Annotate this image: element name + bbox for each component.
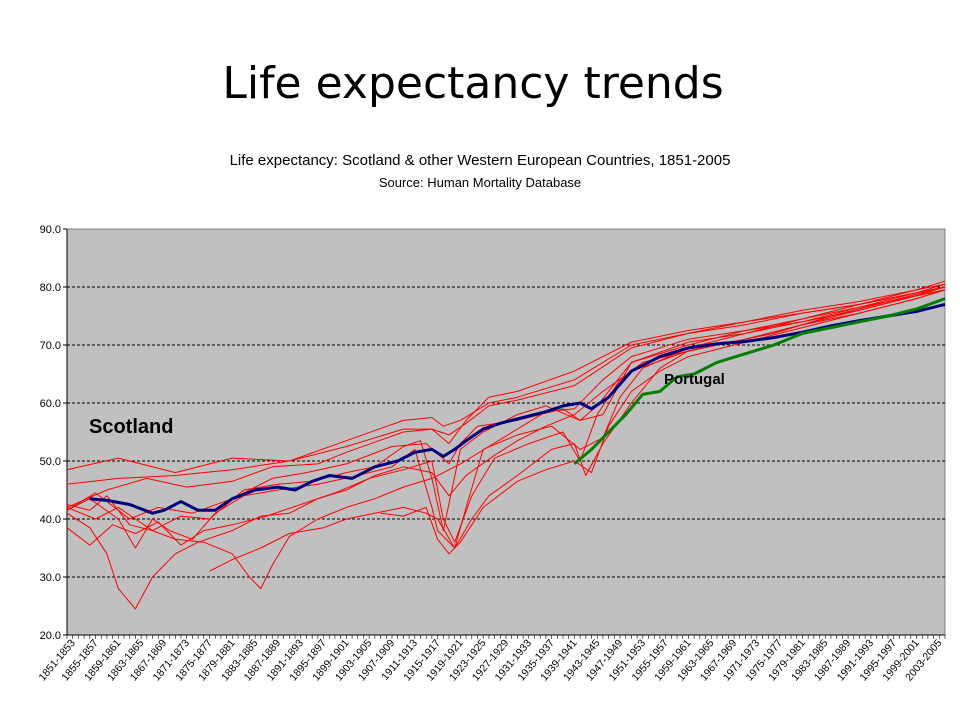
- y-tick-label: 70.0: [40, 340, 61, 352]
- slide-title: Life expectancy trends: [222, 58, 724, 109]
- other-countries-series: [66, 280, 946, 610]
- y-axis: 20.0 30.0 40.0 50.0 60.0 70.0 80.0 90.0: [40, 224, 68, 642]
- portugal-label: Portugal: [664, 371, 725, 388]
- y-tick-label: 30.0: [40, 572, 61, 584]
- country-line-10: [66, 286, 946, 590]
- chart-subtitle: Source: Human Mortality Database: [378, 175, 582, 190]
- highlight-series: [89, 297, 946, 515]
- y-tick-label: 80.0: [40, 282, 61, 294]
- scotland-line: [89, 302, 946, 515]
- country-line-12: [380, 289, 946, 555]
- portugal-line: [573, 297, 946, 466]
- y-tick-label: 90.0: [40, 224, 61, 236]
- annotations: Scotland Portugal: [89, 371, 725, 438]
- y-tick-label: 20.0: [40, 630, 61, 642]
- gridlines: [67, 286, 945, 578]
- chart-title: Life expectancy: Scotland & other Wester…: [229, 152, 731, 169]
- y-tick-label: 60.0: [40, 398, 61, 410]
- country-line-6: [66, 280, 946, 532]
- x-axis: 1851-18531855-18571859-18611863-18651867…: [37, 634, 946, 683]
- plot-area: [66, 228, 946, 636]
- y-tick-label: 50.0: [40, 456, 61, 468]
- y-tick-label: 40.0: [40, 514, 61, 526]
- country-line-4: [66, 286, 946, 508]
- scotland-label: Scotland: [89, 416, 173, 438]
